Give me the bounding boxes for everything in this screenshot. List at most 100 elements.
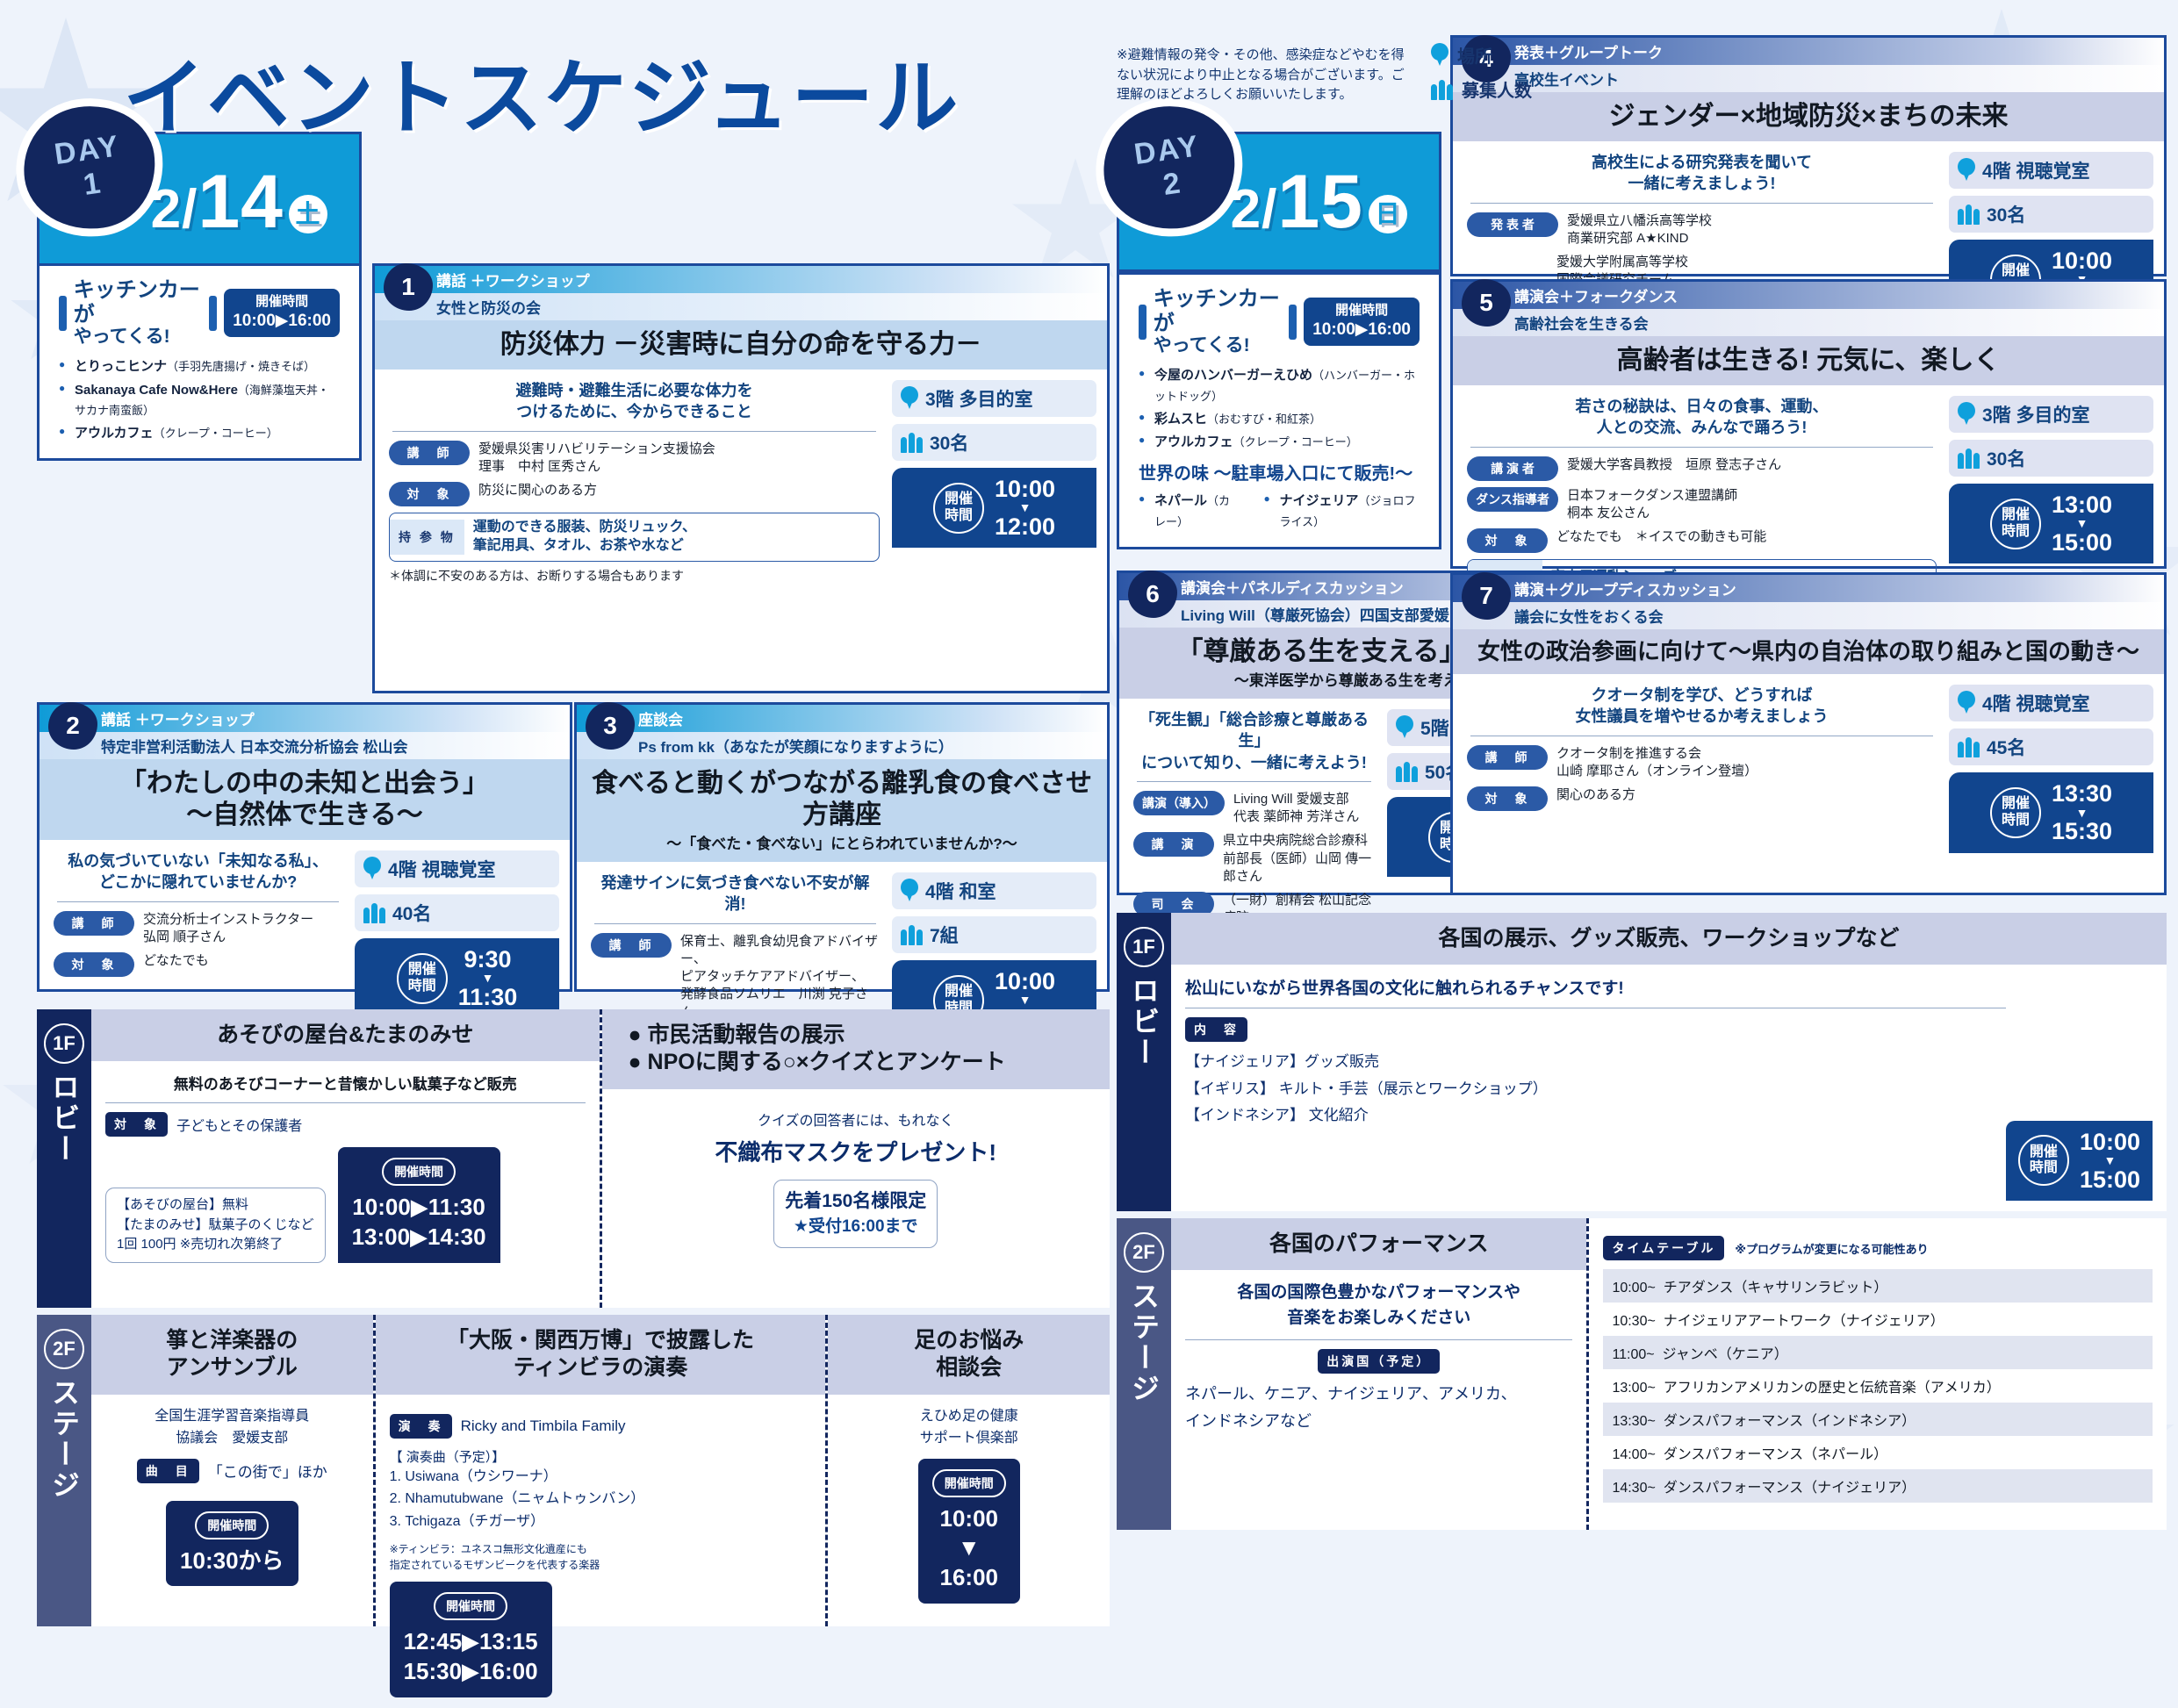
capacity-chip: 7組 bbox=[892, 916, 1096, 953]
capacity-chip: 45名 bbox=[1949, 728, 2153, 766]
detail-row: 講 師 交流分析士インストラクター 弘岡 順子さん bbox=[54, 910, 342, 947]
quiz-limit-box: 先着150名様限定 ★受付16:00まで bbox=[773, 1179, 938, 1248]
table-row: 14:30~ ダンスパフォーマンス（ナイジェリア） bbox=[1603, 1469, 2153, 1503]
timetable-label: タイムテーブル bbox=[1603, 1236, 1725, 1260]
target-row: 対 象 子どもとその保護者 bbox=[105, 1112, 586, 1137]
card-number: 6 bbox=[1128, 571, 1177, 618]
col-heading: 足のお悩み 相談会 bbox=[828, 1315, 1111, 1395]
floor-tab: 2F ステージ bbox=[1117, 1218, 1171, 1530]
legend-place: 場所 bbox=[1431, 42, 1532, 68]
map-pin-icon bbox=[363, 857, 381, 881]
divider bbox=[57, 901, 339, 902]
session-card-1[interactable]: 1 講話 ＋ワークショップ 女性と防災の会 防災体力 －災害時に自分の命を守る力… bbox=[372, 263, 1110, 693]
session-card-3[interactable]: 3 座談会 Ps from kk（あなたが笑顔になりますように） 食べると動くが… bbox=[574, 702, 1110, 1079]
card-number: 7 bbox=[1462, 572, 1511, 620]
songs-heading: 【 演奏曲（予定）】 bbox=[389, 1449, 506, 1465]
card-title-band: 高齢者は生きる! 元気に、楽しく bbox=[1453, 336, 2164, 385]
timetable-time: 14:00~ bbox=[1612, 1447, 1656, 1462]
session-card-4[interactable]: 4 発表＋グループトーク 高校生イベント ジェンダー×地域防災×まちの未来 高校… bbox=[1450, 35, 2167, 320]
detail-tag: 司 会 bbox=[1133, 892, 1214, 917]
timetable-name: ダンスパフォーマンス（インドネシア） bbox=[1663, 1414, 1916, 1429]
card-number: 3 bbox=[586, 702, 635, 750]
session-card-7[interactable]: 7 講演＋グループディスカッション 議会に女性をおくる会 女性の政治参画に向けて… bbox=[1450, 572, 2167, 895]
floor-name: ステージ bbox=[1128, 1281, 1160, 1404]
detail-value: 愛媛大学客員教授 垣原 登志子さん bbox=[1567, 456, 1782, 472]
card-category: 講話 ＋ワークショップ bbox=[436, 273, 590, 290]
col-heading: あそびの屋台&たまのみせ bbox=[91, 1009, 600, 1062]
floor-number: 2F bbox=[44, 1329, 84, 1369]
card-title: 食べると動くがつながる離乳食の食べさせ方講座 bbox=[592, 769, 1092, 829]
map-pin-icon bbox=[1958, 158, 1975, 183]
col-sub: 無料のあそびコーナーと昔懐かしい駄菓子など販売 bbox=[173, 1076, 517, 1094]
card-details: 私の気づいていない「未知なる私」、 どこかに隠れていませんか? 講 師 交流分析士… bbox=[40, 840, 355, 1018]
time-pill: 開催 時間 9:30 ▼ 11:30 bbox=[355, 938, 559, 1019]
card-title-band: 女性の政治参画に向けて～県内の自治体の取り組みと国の動き～ bbox=[1453, 629, 2164, 675]
day2-panel: DAY 2 2/15 日 キッチンカーが やってくる! 開催時間 10:00▶16… bbox=[1095, 35, 2167, 1530]
place-chip: 3階 多目的室 bbox=[1949, 396, 2153, 433]
card-category: 発表＋グループトーク bbox=[1514, 45, 1663, 61]
table-row: 10:30~ ナイジェリアアートワーク（ナイジェリア） bbox=[1603, 1303, 2153, 1336]
card-number: 2 bbox=[48, 702, 97, 750]
detail-value: 保育士、離乳食幼児食アドバイザー、 ピアタッチケアアドバイザー、 発酵食品ソムリエ … bbox=[680, 933, 879, 1020]
card-header: 1 講話 ＋ワークショップ 女性と防災の会 bbox=[375, 263, 1107, 320]
stage-sub: 各国の国際色豊かなパフォーマンスや 音楽をお楽しみください bbox=[1237, 1283, 1521, 1327]
capacity-value: 30名 bbox=[930, 434, 969, 454]
detail-tag: 講 師 bbox=[591, 932, 672, 958]
divider bbox=[1470, 202, 1933, 204]
capacity-value: 30名 bbox=[1987, 205, 2026, 226]
detail-row: 講 演 県立中央病院総合診療科 前部長（医師）山岡 傳一郎さん bbox=[1133, 832, 1375, 886]
list-item: アウルカフェ（クレープ・コーヒー） bbox=[1139, 432, 1420, 452]
card-details: 避難時・避難生活に必要な体力を つけるために、今からできること 講 師 愛媛県災害… bbox=[375, 370, 892, 593]
timetable-name: アフリカンアメリカンの歴史と伝統音楽（アメリカ） bbox=[1663, 1381, 2001, 1396]
detail-value: 防災に関心のある方 bbox=[478, 483, 598, 499]
capacity-chip: 40名 bbox=[355, 894, 559, 931]
people-icon bbox=[1958, 204, 1980, 225]
detail-value: 日本フォークダンス連盟講師 桐本 友公さん bbox=[1567, 487, 1738, 520]
detail-value: 関心のある方 bbox=[1556, 787, 1636, 803]
card-details: クオータ制を学び、どうすれば 女性議員を増やせるか考えましょう 講 師 クオータ制… bbox=[1453, 674, 1949, 852]
col-tag-value: 「この街で」ほか bbox=[207, 1464, 327, 1482]
col-heading: ● 市民活動報告の展示 ● NPOに関する○×クイズとアンケート bbox=[601, 1009, 1110, 1089]
detail-value: どなたでも bbox=[143, 953, 209, 969]
time-label: 開催時間 bbox=[396, 952, 448, 1004]
timetable-name: ダンスパフォーマンス（ナイジェリア） bbox=[1663, 1481, 1916, 1496]
page-title: イベントスケジュール bbox=[123, 52, 960, 144]
card-category: 座談会 bbox=[638, 712, 683, 728]
day2-floor2: 2F ステージ 各国のパフォーマンス 各国の国際色豊かなパフォーマンスや 音楽をお… bbox=[1117, 1218, 2167, 1530]
people-icon bbox=[1431, 79, 1453, 100]
day1-kitchen-car: キッチンカーが やってくる! 開催時間 10:00▶16:00 とりっこヒンナ（… bbox=[37, 263, 362, 462]
people-icon bbox=[363, 902, 385, 923]
card-title-band: ジェンダー×地域防災×まちの未来 bbox=[1453, 92, 2164, 141]
time-label: 開催時間 bbox=[1989, 498, 2041, 549]
floor-tab: 1F ロビー bbox=[37, 1009, 91, 1308]
card-title-band: 食べると動くがつながる離乳食の食べさせ方講座 ～「食べた・食べない」にとらわれてい… bbox=[577, 759, 1107, 862]
col-heading: 箏と洋楽器の アンサンブル bbox=[91, 1315, 373, 1395]
card-number: 5 bbox=[1462, 279, 1511, 327]
map-pin-icon bbox=[901, 879, 918, 903]
detail-tag: 対 象 bbox=[1467, 528, 1548, 554]
detail-tag: 講 演 bbox=[1133, 832, 1214, 858]
songs-list: 1. Usiwana（ウシワーナ） 2. Nhamutubwane（ニャムトゥンバ… bbox=[389, 1468, 645, 1529]
place-chip: 4階 視聴覚室 bbox=[355, 850, 559, 887]
day2-world-list: ネパール（カレー） ナイジェリア（ジョロフライス） bbox=[1139, 488, 1420, 535]
detail-tag: ダンス指導者 bbox=[1467, 486, 1558, 512]
timetable-time: 13:30~ bbox=[1612, 1414, 1656, 1429]
stage-col-3: 足のお悩み 相談会 えひめ足の健康 サポート倶楽部 開催時間 10:00 ▼ 16:00 bbox=[825, 1315, 1111, 1626]
session-card-5[interactable]: 5 講演会＋フォークダンス 高齢社会を生きる会 高齢者は生きる! 元気に、楽しく… bbox=[1450, 279, 2167, 597]
detail-row: 講演（導入） Living Will 愛媛支部 代表 薬師神 芳洋さん bbox=[1133, 790, 1375, 827]
session-card-2[interactable]: 2 講話 ＋ワークショップ 特定非営利活動法人 日本交流分析協会 松山会 「わた… bbox=[37, 702, 572, 1019]
floor1-col-a: あそびの屋台&たまのみせ 無料のあそびコーナーと昔懐かしい駄菓子など販売 対 象… bbox=[91, 1009, 600, 1308]
floor1-content: 各国の展示、グッズ販売、ワークショップなど 松山にいながら世界各国の文化に触れら… bbox=[1171, 913, 2167, 1211]
detail-row: 講 演 者 愛媛大学客員教授 垣原 登志子さん bbox=[1467, 456, 1937, 481]
detail-tag: 発 表 者 bbox=[1467, 212, 1558, 237]
place-value: 4階 視聴覚室 bbox=[1982, 694, 2090, 715]
divider bbox=[392, 430, 876, 432]
timetable-time: 10:30~ bbox=[1612, 1314, 1656, 1329]
time-label: 開催時間 bbox=[932, 482, 984, 534]
col-heading: 「大阪・関西万博」で披露した ティンビラの演奏 bbox=[375, 1315, 826, 1395]
day2-floor1: 1F ロビー 各国の展示、グッズ販売、ワークショップなど 松山にいながら世界各国… bbox=[1117, 913, 2167, 1211]
timetable-name: チアダンス（キャサリンラビット） bbox=[1663, 1281, 1888, 1295]
card-subtitle: ～東洋医学から尊厳ある生を考える～ bbox=[1233, 672, 1488, 689]
detail-value: 交流分析士インストラクター 弘岡 順子さん bbox=[143, 911, 314, 944]
legend: 場所 募集人数 bbox=[1431, 42, 1532, 111]
